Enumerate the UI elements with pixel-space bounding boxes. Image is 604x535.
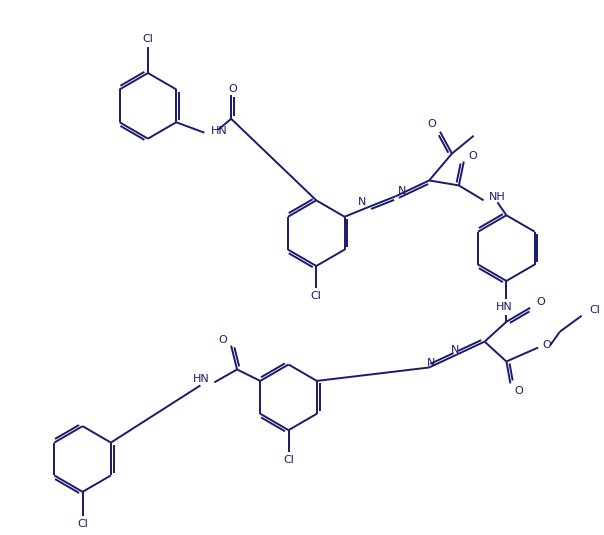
Text: O: O bbox=[536, 297, 545, 307]
Text: O: O bbox=[219, 334, 227, 345]
Text: N: N bbox=[358, 197, 366, 208]
Text: O: O bbox=[229, 84, 237, 94]
Text: O: O bbox=[542, 340, 551, 349]
Text: O: O bbox=[469, 150, 478, 160]
Text: O: O bbox=[515, 386, 523, 396]
Text: Cl: Cl bbox=[590, 305, 600, 315]
Text: O: O bbox=[428, 119, 436, 129]
Text: HN: HN bbox=[193, 374, 210, 385]
Text: NH: NH bbox=[489, 193, 506, 202]
Text: Cl: Cl bbox=[283, 455, 294, 465]
Text: HN: HN bbox=[211, 126, 228, 136]
Text: Cl: Cl bbox=[143, 34, 153, 44]
Text: Cl: Cl bbox=[77, 518, 88, 529]
Text: N: N bbox=[397, 186, 406, 196]
Text: Cl: Cl bbox=[311, 291, 322, 301]
Text: HN: HN bbox=[496, 302, 513, 312]
Text: N: N bbox=[427, 357, 435, 368]
Text: N: N bbox=[451, 345, 459, 355]
